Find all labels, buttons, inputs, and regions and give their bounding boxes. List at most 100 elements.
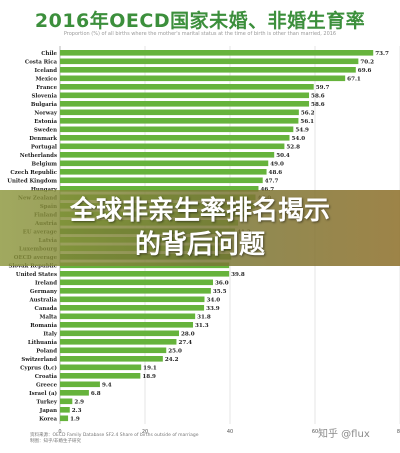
bar: [60, 50, 374, 56]
value-label: 69.6: [358, 68, 372, 74]
bar: [60, 186, 259, 192]
category-label: Denmark: [29, 136, 57, 142]
value-label: 73.7: [375, 51, 389, 57]
category-label: Korea: [39, 417, 57, 423]
bar: [60, 67, 356, 73]
bar: [60, 322, 194, 328]
bar: [60, 135, 290, 141]
value-label: 52.8: [286, 145, 300, 151]
value-label: 56.1: [300, 119, 314, 125]
value-label: 35.5: [213, 289, 227, 295]
value-label: 58.6: [311, 94, 325, 100]
category-label: Lithuania: [28, 340, 58, 346]
bar: [60, 373, 141, 379]
value-label: 25.0: [168, 349, 182, 355]
category-label: Greece: [36, 383, 58, 389]
category-label: Chile: [41, 51, 57, 57]
category-label: Canada: [35, 306, 58, 312]
bar: [60, 126, 294, 133]
value-label: 39.8: [231, 272, 245, 278]
value-label: 36.0: [215, 281, 229, 287]
value-label: 58.6: [311, 102, 325, 108]
value-label: 48.6: [269, 170, 283, 176]
source-line-2: 制图：知乎/非婚生子研究: [30, 439, 82, 444]
bar: [60, 169, 267, 175]
category-label: Netherlands: [20, 153, 57, 159]
bar: [60, 58, 359, 65]
bar: [60, 152, 275, 158]
category-label: France: [36, 85, 57, 91]
bar: [60, 313, 196, 320]
value-label: 56.2: [301, 111, 315, 117]
category-label: Bulgaria: [31, 102, 58, 108]
category-label: Ireland: [35, 281, 57, 287]
bar: [60, 109, 299, 116]
category-label: Costa Rica: [25, 60, 58, 66]
bar: [60, 101, 310, 107]
category-label: Slovak Republic: [8, 264, 57, 270]
x-tick-label: 0: [58, 429, 61, 435]
category-label: Switzerland: [21, 357, 57, 363]
category-label: Slovenia: [31, 94, 57, 100]
bar: [60, 398, 73, 405]
category-label: Malta: [40, 315, 58, 321]
value-label: 59.7: [316, 85, 330, 91]
value-label: 54.9: [295, 128, 309, 134]
category-label: Iceland: [35, 68, 58, 74]
headline-banner: [0, 190, 400, 266]
watermark: 知乎 @flux: [318, 429, 370, 440]
category-label: Turkey: [36, 400, 57, 406]
x-tick-label: 40: [227, 429, 233, 435]
category-label: Poland: [36, 349, 57, 355]
category-label: United States: [16, 272, 57, 278]
headline-line-1: 全球非亲生率排名揭示: [69, 196, 330, 226]
bar: [60, 305, 205, 311]
source-line-1: 资料来源：OECD Family Database SF2.4 Share of…: [30, 433, 199, 438]
bar: [60, 143, 285, 150]
category-label: Romania: [30, 323, 57, 329]
headline-line-2: 的背后问题: [134, 230, 265, 260]
value-label: 31.8: [197, 315, 211, 321]
value-label: 49.0: [270, 162, 284, 168]
value-label: 50.4: [276, 153, 290, 159]
bar: [60, 271, 230, 277]
bar: [60, 75, 346, 82]
x-tick-label: 20: [142, 429, 148, 435]
category-label: Sweden: [34, 128, 57, 134]
category-label: Estonia: [34, 119, 57, 125]
value-label: 9.4: [102, 383, 112, 389]
x-tick-label: 80: [397, 429, 400, 435]
bar: [60, 330, 179, 337]
value-label: 28.0: [181, 332, 195, 338]
bar: [60, 407, 70, 413]
value-label: 70.2: [360, 60, 374, 66]
category-label: Cyprus (b,c): [20, 365, 57, 372]
category-label: Australia: [28, 298, 57, 304]
value-label: 33.9: [206, 306, 220, 312]
value-label: 47.7: [265, 179, 279, 185]
bar: [60, 381, 100, 388]
bar: [60, 288, 211, 294]
category-label: United Kingdom: [7, 179, 57, 185]
value-label: 24.2: [165, 357, 179, 363]
value-label: 18.9: [142, 374, 156, 380]
category-label: Croatia: [35, 374, 58, 380]
value-label: 2.3: [72, 408, 82, 414]
bar: [60, 415, 69, 422]
value-label: 6.8: [91, 391, 101, 397]
chart-title: 2016年OECD国家未婚、非婚生育率: [34, 10, 366, 32]
value-label: 34.0: [207, 298, 221, 304]
bar: [60, 364, 142, 371]
category-label: Norway: [34, 111, 57, 117]
bar: [60, 347, 167, 354]
bar: [60, 177, 263, 184]
bar: [60, 92, 310, 99]
category-label: Israel (a): [29, 390, 57, 397]
category-label: Japan: [39, 408, 57, 414]
bar: [60, 118, 299, 124]
bar: [60, 356, 163, 362]
category-label: Italy: [43, 332, 58, 338]
x-tick-label: 60: [312, 429, 318, 435]
bar: [60, 339, 177, 345]
category-label: Portugal: [31, 145, 57, 151]
